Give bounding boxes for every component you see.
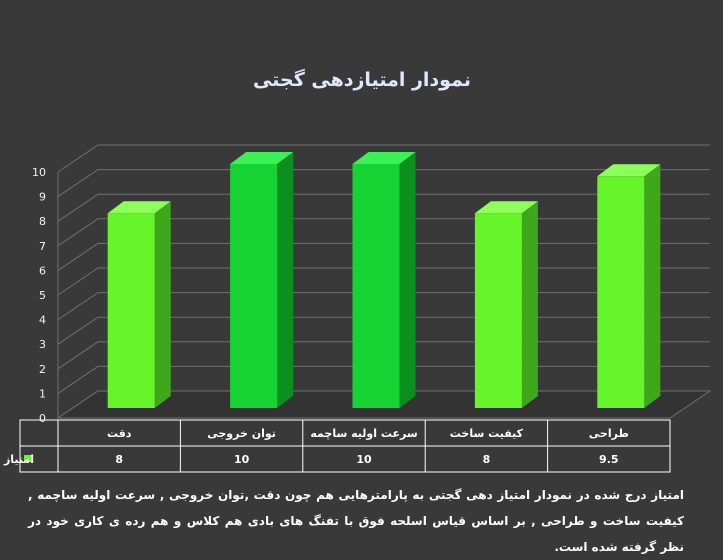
y-tick-label: 5	[39, 289, 46, 302]
bar-front	[107, 213, 155, 408]
bar-top	[230, 152, 294, 164]
y-tick-label: 0	[39, 412, 46, 425]
bar-side	[644, 164, 661, 408]
y-tick-label: 7	[39, 240, 46, 253]
bar-top	[107, 201, 171, 214]
bar-front	[230, 164, 278, 408]
bar	[107, 201, 171, 408]
bar	[352, 152, 416, 408]
y-tick-label: 6	[39, 264, 46, 277]
bar	[230, 152, 294, 408]
data-table: دقت 8 توان خروجی 10 سرعت اولیه ساچمه 10 کیفیت …	[3, 419, 671, 473]
y-tick-label: 10	[32, 166, 46, 179]
chart-title: نمودار امتیازدهی گجتی	[253, 68, 471, 91]
y-tick-label: 2	[39, 363, 46, 376]
category-label: کیفیت ساخت	[450, 427, 524, 440]
bar-side	[154, 201, 171, 408]
bar-side	[399, 152, 416, 408]
legend-series-label: امتیاز	[3, 453, 34, 466]
category-label: سرعت اولیه ساچمه	[310, 427, 417, 440]
bar	[474, 201, 538, 408]
category-label: طراحی	[589, 427, 629, 440]
y-tick-label: 9	[39, 191, 46, 204]
bar-top	[474, 201, 538, 214]
y-axis: 0 1 2 3 4 5 6 7 8 9 10	[32, 166, 46, 425]
category-label: دقت	[107, 427, 132, 440]
gridline	[57, 144, 710, 173]
data-label: 10	[356, 453, 372, 466]
data-label: 8	[483, 453, 491, 466]
bar-front	[352, 164, 400, 408]
data-label: 9.5	[599, 453, 619, 466]
data-label: 10	[234, 453, 250, 466]
bar-front	[597, 176, 645, 408]
chart-caption: امتیاز درج شده در نمودار امتیاز دهی گجتی…	[28, 488, 684, 554]
bar-top	[352, 152, 416, 164]
gridline	[57, 193, 710, 222]
bar-front	[474, 213, 522, 408]
bars	[107, 152, 661, 408]
bar-top	[597, 164, 661, 177]
y-tick-label: 4	[39, 314, 46, 327]
category-label: توان خروجی	[207, 427, 276, 440]
bar-side	[277, 152, 294, 408]
bar	[597, 164, 661, 408]
legend-swatch	[24, 455, 31, 462]
y-tick-label: 8	[39, 215, 46, 228]
gridline	[57, 169, 710, 198]
y-tick-label: 1	[39, 387, 46, 400]
bar-side	[521, 201, 538, 408]
y-tick-label: 3	[39, 338, 46, 351]
data-label: 8	[115, 453, 123, 466]
